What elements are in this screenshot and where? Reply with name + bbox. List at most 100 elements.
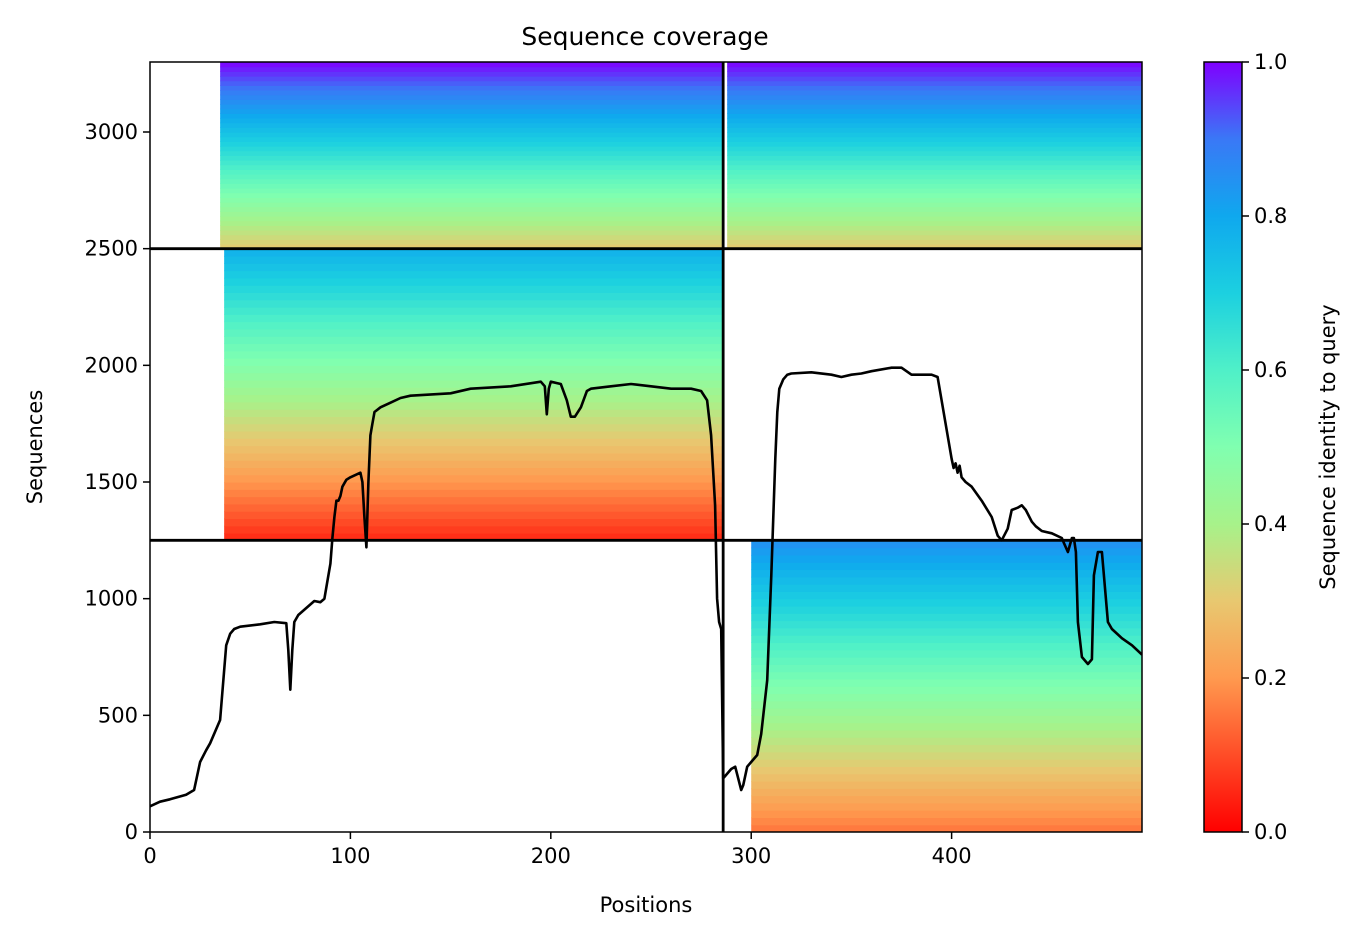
y-tick-label: 3000 (85, 120, 138, 144)
coverage-strip (727, 169, 1142, 175)
coverage-strip (751, 817, 1142, 826)
coverage-strip (220, 85, 724, 91)
coverage-strip (727, 132, 1142, 138)
coverage-strip (224, 314, 724, 323)
coverage-strip (224, 307, 724, 315)
coverage-strip (220, 122, 724, 128)
coverage-strip (224, 328, 724, 337)
coverage-strip (751, 678, 1142, 687)
coverage-strip (751, 693, 1142, 702)
coverage-strip (224, 299, 724, 308)
coverage-strip (727, 80, 1142, 86)
coverage-strip (751, 584, 1142, 592)
coverage-strip (751, 576, 1142, 585)
chart-title: Sequence coverage (521, 22, 768, 51)
coverage-strip (224, 452, 724, 461)
coverage-strip (751, 620, 1142, 629)
coverage-strip (751, 824, 1142, 832)
coverage-strip (727, 216, 1142, 222)
coverage-strip (751, 751, 1142, 760)
coverage-strip (727, 76, 1142, 82)
coverage-strip (224, 496, 724, 505)
colorbar-label: Sequence identity to query (1316, 304, 1340, 589)
plot-frame (149, 61, 1143, 833)
coverage-strip (220, 164, 724, 170)
coverage-strip (220, 104, 724, 110)
coverage-strip (751, 671, 1142, 680)
coverage-strip (220, 99, 724, 105)
colorbar-tick-label: 0.8 (1254, 204, 1287, 228)
coverage-strip (220, 127, 724, 133)
coverage-strip (727, 234, 1142, 240)
coverage-strip (224, 489, 724, 498)
coverage-strip (727, 183, 1142, 189)
coverage-strip (220, 202, 724, 208)
coverage-strip (220, 206, 724, 212)
coverage-strip (727, 155, 1142, 161)
y-tick-label: 500 (98, 703, 138, 727)
colorbar-tick-label: 0.6 (1254, 358, 1287, 382)
coverage-strip (224, 270, 724, 279)
coverage-strip (751, 657, 1142, 665)
coverage-strip (751, 737, 1142, 746)
x-tick-label: 200 (531, 844, 571, 868)
y-tick-label: 2000 (85, 353, 138, 377)
coverage-strip (727, 146, 1142, 152)
coverage-strip (224, 358, 724, 366)
coverage-strip (751, 686, 1142, 695)
coverage-strip (224, 285, 724, 294)
coverage-strip (727, 202, 1142, 208)
y-axis-label: Sequences (23, 390, 47, 505)
coverage-strip (751, 722, 1142, 731)
coverage-strip (224, 387, 724, 396)
y-tick-label: 1500 (85, 470, 138, 494)
coverage-strip (727, 192, 1142, 198)
y-tick-label: 2500 (85, 237, 138, 261)
coverage-strip (224, 416, 724, 425)
coverage-strip (220, 244, 724, 250)
coverage-strip (751, 554, 1142, 563)
coverage-strip (224, 350, 724, 359)
coverage-strip (751, 759, 1142, 767)
coverage-strip (727, 71, 1142, 77)
coverage-strip (727, 141, 1142, 147)
coverage-strip (751, 613, 1142, 622)
coverage-strip (220, 192, 724, 198)
coverage-strip (727, 66, 1142, 72)
coverage-strip (751, 700, 1142, 709)
colorbar-tick-label: 0.4 (1254, 512, 1287, 536)
coverage-strip (751, 729, 1142, 738)
coverage-strip (224, 277, 724, 286)
coverage-strip (751, 547, 1142, 556)
coverage-strip (727, 225, 1142, 231)
coverage-strip (224, 525, 724, 534)
coverage-strip (220, 136, 724, 142)
coverage-strip (224, 430, 724, 439)
coverage-strip (224, 474, 724, 483)
coverage-strip (220, 183, 724, 189)
coverage-strip (224, 248, 724, 257)
coverage-strip (727, 188, 1142, 194)
coverage-strip (224, 394, 724, 403)
block-left-top (220, 62, 724, 250)
coverage-strip (751, 664, 1142, 673)
coverage-strip (727, 174, 1142, 180)
coverage-strip (751, 715, 1142, 724)
block-right-bottom (751, 540, 1142, 832)
coverage-strip (220, 174, 724, 180)
y-tick-label: 1000 (85, 587, 138, 611)
x-tick-label: 100 (330, 844, 370, 868)
coverage-strip (751, 795, 1142, 804)
coverage-strip (224, 343, 724, 352)
coverage-strip (751, 591, 1142, 600)
coverage-strip (751, 605, 1142, 614)
coverage-strip (727, 244, 1142, 250)
coverage-strip (727, 62, 1142, 68)
coverage-strip (224, 467, 724, 476)
coverage-strip (220, 113, 724, 119)
coverage-strip (224, 336, 724, 345)
coverage-strip (220, 118, 724, 124)
coverage-strip (224, 365, 724, 374)
coverage-strip (224, 409, 724, 417)
